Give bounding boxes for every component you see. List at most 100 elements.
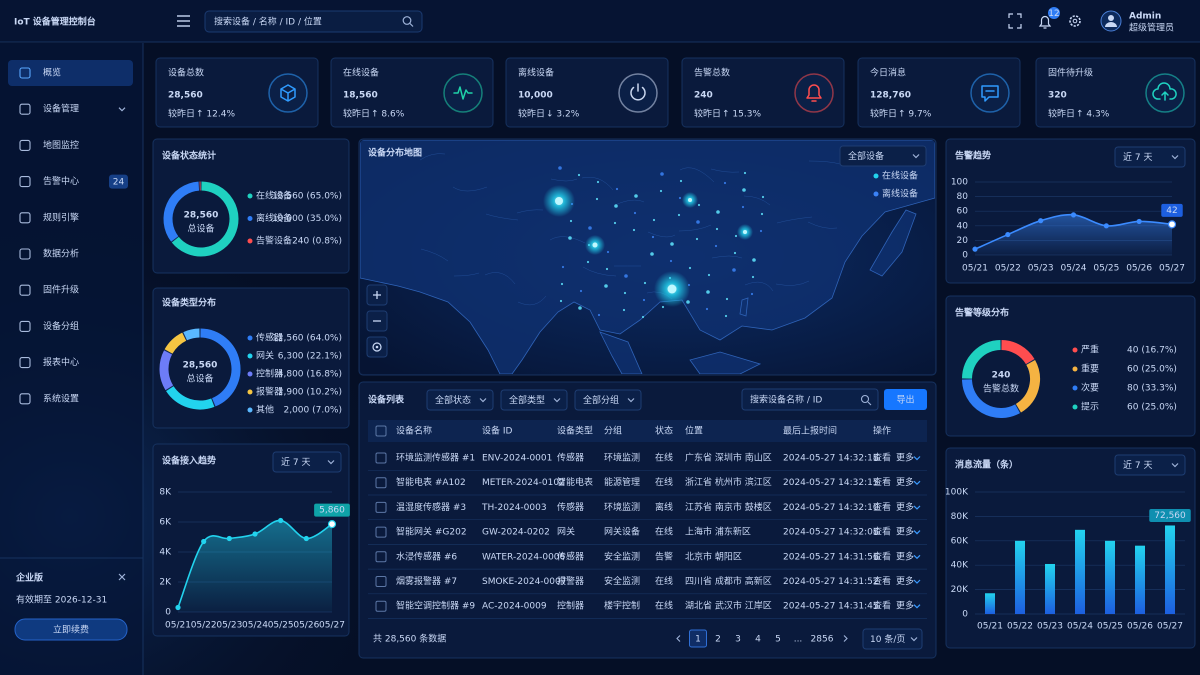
map-dot — [715, 227, 719, 231]
row-action[interactable]: 查看 — [873, 526, 891, 538]
table-cell: SMOKE-2024-0007 — [482, 577, 566, 587]
donut-segment — [183, 328, 200, 341]
page-size-select[interactable] — [862, 628, 923, 650]
page-number[interactable]: 2 — [715, 635, 721, 645]
x-tick-label: 05/26 — [1127, 622, 1153, 632]
map-dot — [670, 242, 674, 246]
row-action[interactable]: 更多 — [896, 501, 914, 513]
row-action[interactable]: 更多 — [896, 600, 914, 612]
table-header: 设备 ID — [482, 425, 513, 437]
chevron-icon — [913, 456, 921, 461]
dropdown[interactable] — [1114, 146, 1186, 168]
stat-icon-ring — [794, 73, 834, 113]
table-header: 设备名称 — [396, 425, 432, 437]
map-dot — [752, 258, 756, 262]
page-number[interactable]: 1 — [695, 635, 701, 645]
checkbox[interactable] — [375, 425, 387, 437]
menu-icon — [19, 139, 31, 151]
bell-icon[interactable] — [1038, 15, 1052, 29]
checkbox[interactable] — [375, 526, 387, 538]
table-cell: 江苏省 南京市 鼓楼区 — [685, 501, 772, 513]
legend-dot — [247, 407, 253, 413]
menu-hit[interactable] — [8, 60, 133, 86]
row-action[interactable]: 查看 — [873, 476, 891, 488]
row-action[interactable]: 查看 — [873, 452, 891, 464]
prev-page-icon[interactable] — [676, 635, 681, 642]
menu-item: 设备管理 — [43, 103, 79, 115]
dropdown[interactable] — [839, 145, 927, 167]
row-action[interactable]: 更多 — [896, 550, 914, 562]
page-number[interactable]: ... — [794, 635, 803, 645]
map-hotspot — [667, 284, 677, 294]
table-cell: 温湿度传感器 #3 — [396, 501, 466, 513]
checkbox[interactable] — [375, 501, 387, 513]
map-dot — [742, 188, 746, 192]
dropdown[interactable] — [1114, 454, 1186, 476]
row-action[interactable]: 查看 — [873, 575, 891, 587]
donut-center-value: 240 — [992, 371, 1011, 381]
settings-icon[interactable] — [1069, 15, 1081, 27]
legend-dot — [247, 353, 253, 359]
search-box[interactable] — [204, 10, 423, 33]
row-action[interactable]: 查看 — [873, 550, 891, 562]
fullscreen-icon[interactable] — [1008, 13, 1022, 29]
menu-hit[interactable] — [8, 205, 133, 231]
dropdown-label: 近 7 天 — [281, 456, 310, 468]
stat-value: 28,560 — [168, 91, 203, 101]
table-cell: 2024-05-27 14:32:08 — [783, 528, 879, 538]
map-dot — [597, 313, 601, 317]
table-search-placeholder: 搜索设备名称 / ID — [750, 394, 822, 406]
line-point — [1136, 218, 1142, 225]
table-search[interactable] — [741, 388, 879, 411]
checkbox[interactable] — [375, 600, 387, 612]
map-dot — [734, 234, 738, 238]
y-tick-label: 4K — [159, 548, 172, 558]
map-dot — [558, 166, 562, 170]
map-dot — [577, 173, 581, 177]
menu-hit[interactable] — [8, 277, 133, 303]
dropdown[interactable] — [574, 389, 642, 411]
menu-hit[interactable] — [8, 96, 133, 122]
legend-value: 2,000 (7.0%) — [283, 406, 342, 416]
page-number[interactable]: 4 — [755, 635, 761, 645]
dropdown[interactable] — [272, 451, 342, 473]
map-dot — [613, 221, 617, 225]
checkbox[interactable] — [375, 452, 387, 464]
stat-card — [155, 57, 319, 128]
menu-hit[interactable] — [8, 241, 133, 267]
row-action[interactable]: 查看 — [873, 600, 891, 612]
menu-hit[interactable] — [8, 132, 133, 158]
row-action[interactable]: 更多 — [896, 526, 914, 538]
menu-hit[interactable] — [8, 350, 133, 376]
line-point — [201, 538, 207, 545]
menu-item: 概览 — [43, 67, 61, 79]
map-dot — [679, 179, 683, 183]
locate-icon — [372, 342, 382, 352]
menu-hit[interactable] — [8, 386, 133, 412]
checkbox[interactable] — [375, 576, 387, 587]
checkbox[interactable] — [375, 551, 387, 563]
page-number[interactable]: 2856 — [811, 635, 834, 645]
map-canvas — [360, 140, 935, 374]
close-icon[interactable] — [118, 573, 126, 581]
row-action[interactable]: 更多 — [896, 452, 914, 464]
dropdown[interactable] — [426, 389, 494, 411]
row-action[interactable]: 查看 — [873, 501, 891, 513]
row-action[interactable]: 更多 — [896, 476, 914, 488]
next-page-icon[interactable] — [843, 635, 848, 642]
line-point — [1103, 223, 1109, 229]
checkbox[interactable] — [375, 477, 387, 489]
page-number[interactable]: 5 — [775, 635, 781, 645]
chevron-icon — [913, 505, 921, 510]
map-border — [743, 195, 771, 206]
dropdown[interactable] — [500, 389, 568, 411]
row-action[interactable]: 更多 — [896, 575, 914, 587]
export-button[interactable] — [884, 389, 927, 410]
page-number[interactable]: 3 — [735, 635, 741, 645]
map-dot — [732, 268, 736, 272]
menu-hit[interactable] — [8, 313, 133, 339]
stat-label: 固件待升级 — [1048, 67, 1093, 79]
renew-button[interactable] — [14, 618, 128, 641]
donut-segment — [163, 181, 200, 242]
map-dot — [743, 171, 747, 175]
